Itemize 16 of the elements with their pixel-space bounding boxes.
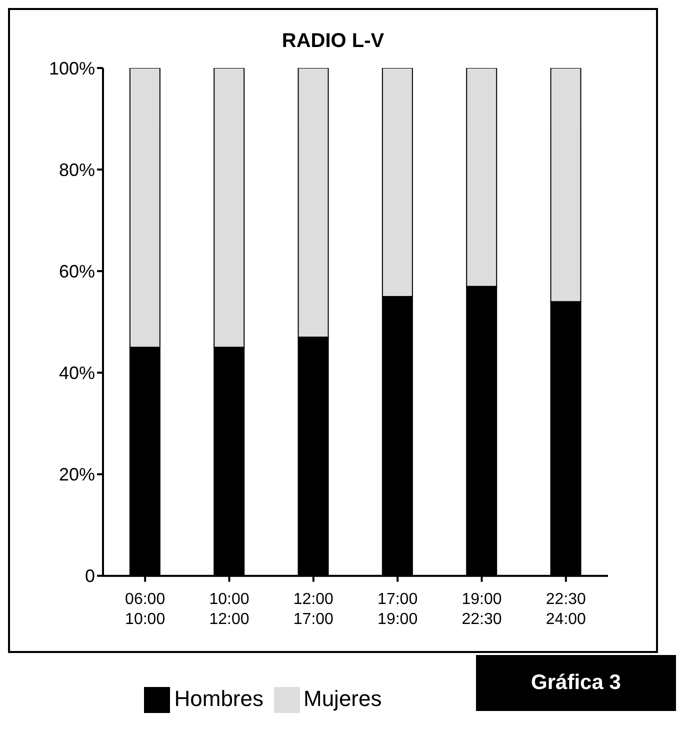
y-tick-label: 20% bbox=[58, 464, 95, 485]
y-tick-label: 80% bbox=[58, 160, 95, 180]
x-tick-label: 17:00 19:00 bbox=[378, 591, 418, 628]
x-tick-label: 22:30 24:00 bbox=[546, 591, 586, 628]
text: Gráfica 3 bbox=[476, 655, 676, 711]
x-tick-label: 06:00 10:00 bbox=[125, 591, 166, 628]
legend-label: Mujeres bbox=[304, 686, 382, 711]
y-tick-label: 100% bbox=[48, 58, 95, 78]
x-tick-label: 12:00 17:00 bbox=[293, 591, 334, 628]
y-tick-label: 60% bbox=[58, 262, 95, 282]
legend-label: Hombres bbox=[174, 686, 264, 711]
x-tick-label: 19:00 22:30 bbox=[462, 591, 502, 628]
x-tick-label: 10:00 12:00 bbox=[209, 591, 250, 628]
chart-title: RADIO L-V bbox=[280, 30, 386, 53]
y-tick-label: 0 bbox=[84, 566, 95, 586]
y-tick-label: 40% bbox=[58, 363, 95, 384]
